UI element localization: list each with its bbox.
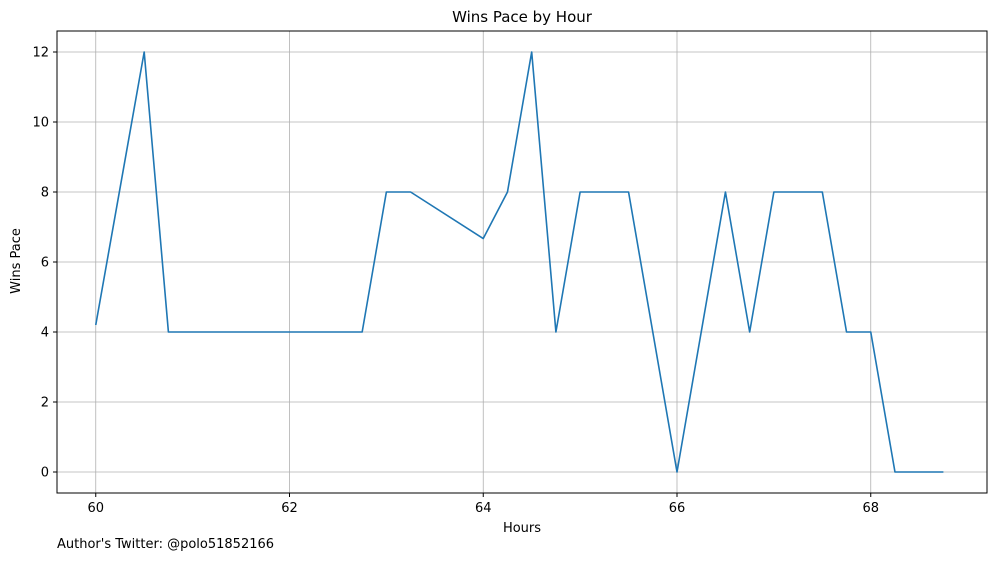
x-tick-label: 66 (669, 501, 686, 516)
data-point (797, 191, 799, 193)
data-point (192, 331, 194, 333)
data-point (531, 51, 533, 53)
data-point (822, 191, 824, 193)
data-point (918, 471, 920, 473)
data-point (604, 191, 606, 193)
data-point (628, 191, 630, 193)
data-point (143, 51, 145, 53)
x-axis-label: Hours (503, 521, 541, 536)
data-point (943, 471, 945, 473)
series-line (94, 51, 944, 473)
x-tick-label: 62 (281, 501, 298, 516)
grid (57, 31, 987, 493)
x-tick-label: 64 (475, 501, 492, 516)
data-point (337, 331, 339, 333)
y-tick-label: 10 (32, 116, 49, 131)
series-line-group (94, 51, 945, 473)
data-point (289, 331, 291, 333)
data-point (386, 191, 388, 193)
data-point (482, 238, 484, 240)
y-tick-label: 4 (41, 326, 49, 341)
data-point (676, 471, 678, 473)
y-tick-label: 0 (41, 466, 49, 481)
data-point (410, 191, 412, 193)
author-credit: Author's Twitter: @polo51852166 (57, 537, 275, 552)
data-point (773, 191, 775, 193)
data-point (240, 331, 242, 333)
y-tick-label: 6 (41, 256, 49, 271)
data-point (361, 331, 363, 333)
data-point (846, 331, 848, 333)
y-axis-label: Wins Pace (9, 228, 24, 294)
data-point (95, 324, 97, 326)
x-tick-label: 68 (862, 501, 879, 516)
data-point (579, 191, 581, 193)
chart-title: Wins Pace by Hour (452, 8, 593, 26)
x-tick-label: 60 (87, 501, 104, 516)
data-point (507, 191, 509, 193)
y-tick-label: 12 (32, 46, 49, 61)
y-tick-label: 2 (41, 396, 49, 411)
data-point (725, 191, 727, 193)
data-point (749, 331, 751, 333)
data-point (870, 331, 872, 333)
data-point (555, 331, 557, 333)
data-point (168, 331, 170, 333)
y-tick-label: 8 (41, 186, 49, 201)
data-point (894, 471, 896, 473)
